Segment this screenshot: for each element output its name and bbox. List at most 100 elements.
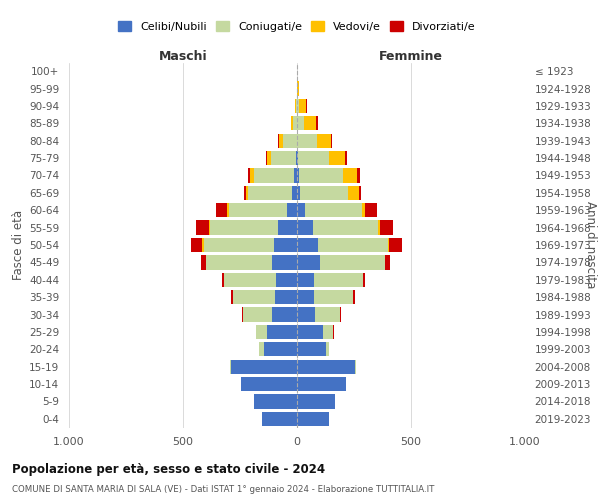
Bar	[254, 394, 297, 408]
Bar	[291, 116, 293, 130]
Bar	[191, 238, 202, 252]
Bar	[297, 238, 317, 252]
Bar	[297, 186, 301, 200]
Bar	[297, 203, 305, 218]
Bar	[259, 342, 264, 356]
Bar	[196, 220, 209, 234]
Bar	[248, 168, 250, 182]
Bar	[297, 360, 355, 374]
Bar	[250, 168, 254, 182]
Bar	[271, 151, 296, 165]
Bar	[297, 342, 325, 356]
Bar	[230, 360, 231, 374]
Bar	[385, 256, 390, 270]
Bar	[297, 256, 320, 270]
Bar	[216, 203, 227, 218]
Bar	[355, 360, 356, 374]
Y-axis label: Fasce di età: Fasce di età	[12, 210, 25, 280]
Bar	[256, 325, 268, 339]
Bar	[298, 134, 317, 148]
Bar	[362, 203, 365, 218]
Bar	[272, 308, 297, 322]
Text: COMUNE DI SANTA MARIA DI SALA (VE) - Dati ISTAT 1° gennaio 2024 - Elaborazione T: COMUNE DI SANTA MARIA DI SALA (VE) - Dat…	[12, 485, 434, 494]
Bar	[229, 203, 287, 218]
Bar	[274, 238, 297, 252]
Text: Popolazione per età, sesso e stato civile - 2024: Popolazione per età, sesso e stato civil…	[12, 462, 325, 475]
Bar	[297, 272, 314, 287]
Bar	[317, 134, 331, 148]
Bar	[268, 151, 271, 165]
Bar	[365, 203, 377, 218]
Bar	[358, 168, 360, 182]
Bar	[209, 220, 211, 234]
Bar	[280, 134, 283, 148]
Bar	[202, 238, 203, 252]
Bar	[293, 168, 297, 182]
Bar	[340, 308, 341, 322]
Bar	[297, 377, 346, 391]
Bar	[345, 151, 347, 165]
Bar	[297, 220, 313, 234]
Bar	[266, 151, 268, 165]
Bar	[254, 168, 293, 182]
Bar	[388, 238, 389, 252]
Bar	[203, 238, 274, 252]
Bar	[389, 238, 402, 252]
Bar	[296, 99, 297, 113]
Y-axis label: Anni di nascita: Anni di nascita	[584, 202, 597, 288]
Bar	[283, 134, 296, 148]
Bar	[313, 220, 378, 234]
Bar	[315, 308, 340, 322]
Bar	[353, 290, 355, 304]
Bar	[314, 272, 363, 287]
Bar	[297, 290, 314, 304]
Bar	[314, 290, 353, 304]
Bar	[232, 290, 233, 304]
Bar	[343, 168, 358, 182]
Text: Maschi: Maschi	[158, 50, 208, 64]
Bar	[317, 238, 388, 252]
Bar	[268, 325, 297, 339]
Bar	[201, 256, 206, 270]
Bar	[244, 186, 246, 200]
Bar	[272, 256, 297, 270]
Bar	[297, 412, 329, 426]
Legend: Celibi/Nubili, Coniugati/e, Vedovi/e, Divorziati/e: Celibi/Nubili, Coniugati/e, Vedovi/e, Di…	[114, 17, 480, 36]
Bar	[275, 290, 297, 304]
Bar	[348, 186, 359, 200]
Bar	[242, 308, 244, 322]
Bar	[299, 99, 306, 113]
Bar	[248, 186, 292, 200]
Bar	[305, 203, 362, 218]
Bar	[363, 272, 365, 287]
Bar	[380, 220, 394, 234]
Bar	[297, 168, 299, 182]
Bar	[278, 134, 280, 148]
Bar	[206, 256, 272, 270]
Bar	[378, 220, 380, 234]
Bar	[301, 186, 348, 200]
Bar	[292, 186, 297, 200]
Bar	[329, 151, 345, 165]
Bar	[316, 116, 317, 130]
Bar	[244, 308, 272, 322]
Bar	[299, 168, 343, 182]
Bar	[298, 82, 299, 96]
Bar	[241, 377, 297, 391]
Bar	[297, 394, 335, 408]
Bar	[233, 290, 275, 304]
Bar	[325, 342, 329, 356]
Bar	[297, 151, 298, 165]
Bar	[297, 99, 299, 113]
Bar	[304, 116, 316, 130]
Bar	[277, 272, 297, 287]
Bar	[293, 116, 297, 130]
Bar	[227, 203, 229, 218]
Bar	[297, 308, 315, 322]
Bar	[297, 116, 304, 130]
Bar	[359, 186, 361, 200]
Bar	[278, 220, 297, 234]
Bar	[297, 325, 323, 339]
Bar	[331, 134, 332, 148]
Bar	[323, 325, 334, 339]
